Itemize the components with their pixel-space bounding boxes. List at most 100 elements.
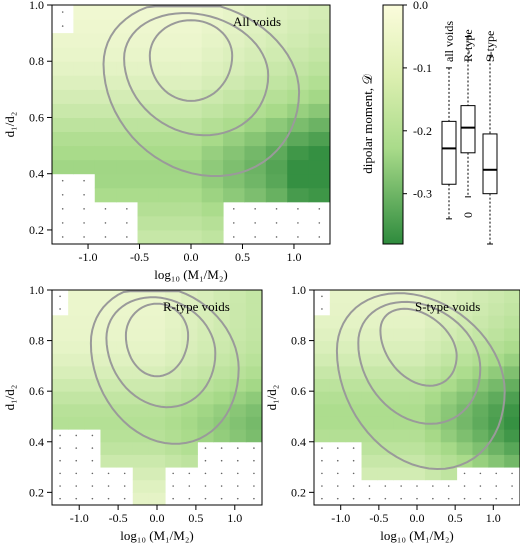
empty-cell-dot	[336, 497, 339, 500]
heatmap-cell	[180, 145, 203, 161]
heatmap-cell	[213, 340, 231, 354]
heatmap-cell	[52, 33, 74, 48]
heatmap-cell	[137, 201, 160, 217]
heatmap-cell	[504, 302, 520, 316]
heatmap-cell	[244, 173, 267, 189]
colorbar-tick-label: -0.1	[413, 61, 432, 75]
heatmap-cell	[116, 315, 134, 329]
heatmap-cell	[456, 378, 473, 392]
heatmap-cell	[52, 403, 69, 417]
empty-cell-dot	[61, 193, 64, 196]
heatmap-cell	[329, 416, 347, 430]
heatmap-cell	[345, 315, 363, 329]
heatmap-cell	[345, 353, 363, 367]
y-tick-label: 1.0	[29, 283, 44, 297]
empty-cell-dot	[107, 485, 110, 487]
heatmap-cell	[213, 302, 231, 316]
heatmap-cell	[181, 454, 198, 468]
heatmap-cell	[456, 416, 473, 430]
heatmap-cell	[314, 403, 331, 417]
heatmap-cell	[158, 103, 181, 118]
heatmap-cell	[116, 159, 139, 175]
heatmap-cell	[165, 340, 182, 354]
heatmap-cell	[116, 441, 134, 455]
heatmap-cell	[456, 353, 473, 367]
empty-cell-dot	[172, 497, 174, 500]
heatmap-cell	[265, 47, 288, 62]
empty-cell-dot	[204, 497, 207, 500]
empty-cell-dot	[83, 236, 85, 238]
empty-cell-dot	[297, 208, 299, 210]
empty-cell-dot	[220, 485, 223, 487]
heatmap-cell	[504, 403, 520, 417]
heatmap-cell	[94, 103, 117, 118]
heatmap-cell	[116, 340, 134, 354]
heatmap-cell	[116, 187, 139, 203]
heatmap-cell	[73, 5, 96, 20]
heatmap-cell	[229, 416, 247, 430]
empty-cell-dot	[463, 472, 466, 475]
empty-cell-dot	[220, 472, 223, 475]
heatmap-cell	[409, 441, 426, 455]
panel-s-type-voids: -1.0 -0.5 0.0 0.5 1.0 0.2 0.4 0.6 0.8 1.0 S-type …	[264, 283, 520, 543]
heatmap-cell	[409, 340, 426, 354]
heatmap-cell	[377, 416, 394, 430]
empty-cell-dot	[253, 459, 255, 462]
heatmap-cell	[52, 378, 69, 392]
x-axis-label: log₁₀ (M₁/M₂)	[380, 528, 453, 543]
empty-cell-dot	[463, 497, 466, 500]
heatmap-cell	[314, 429, 331, 443]
heatmap-cell	[377, 454, 394, 468]
heatmap-cell	[488, 302, 505, 316]
empty-cell-dot	[59, 308, 61, 310]
empty-cell-dot	[511, 472, 513, 475]
empty-cell-dot	[479, 472, 482, 475]
heatmap-cell	[197, 416, 215, 430]
axes: -1.0 -0.5 0.0 0.5 1.0 0.2 0.4 0.6 0.8 1.0	[29, 283, 242, 525]
heatmap-cell	[132, 365, 150, 380]
empty-cell-dot	[91, 434, 94, 437]
heatmap-cell	[504, 391, 520, 405]
heatmap-cell	[440, 454, 458, 468]
heatmap-cell	[100, 441, 118, 455]
heatmap-cell	[244, 5, 267, 20]
heatmap-cell	[197, 403, 215, 417]
heatmap-cell	[148, 467, 166, 481]
empty-cell-dot	[220, 497, 223, 500]
heatmap-cell	[137, 75, 160, 90]
heatmap-cell	[137, 89, 160, 104]
y-tick-label: 0.8	[29, 54, 44, 68]
y-tick-label: 1.0	[29, 0, 44, 12]
heatmap-cell	[265, 5, 288, 20]
empty-cell-dot	[352, 485, 355, 487]
empty-cell-dot	[83, 193, 85, 196]
heatmap-cell	[73, 145, 96, 161]
heatmap-cell	[377, 365, 394, 380]
heatmap-cell	[345, 290, 363, 304]
colorbar-tick-label: -0.2	[413, 124, 432, 138]
heatmap-cell	[245, 403, 263, 417]
empty-cell-dot	[83, 222, 85, 224]
heatmap-cell	[116, 454, 134, 468]
y-axis-label: d₁/d₂	[264, 385, 279, 411]
heatmap-cell	[100, 454, 118, 468]
heatmap-cell	[329, 429, 347, 443]
heatmap-cell	[158, 229, 181, 245]
y-tick-label: 0.4	[29, 167, 44, 181]
x-tick-label: 0.0	[410, 511, 425, 525]
heatmap-cell	[52, 315, 69, 329]
heatmap-cell	[94, 61, 117, 76]
heatmap-cell	[52, 340, 69, 354]
x-axis-label: log₁₀ (M₁/M₂)	[120, 528, 193, 543]
heatmap-cell	[308, 19, 331, 34]
heatmap-cell	[345, 365, 363, 380]
heatmap-cell	[361, 290, 378, 304]
empty-cell-dot	[75, 472, 78, 475]
box-zero-label: 0	[461, 212, 475, 218]
heatmap-cell	[244, 131, 267, 147]
heatmap-cell	[440, 403, 458, 417]
heatmap-cell	[265, 103, 288, 118]
heatmap-cell	[244, 89, 267, 104]
heatmap-cell	[488, 315, 505, 329]
heatmap-cell	[314, 353, 331, 367]
